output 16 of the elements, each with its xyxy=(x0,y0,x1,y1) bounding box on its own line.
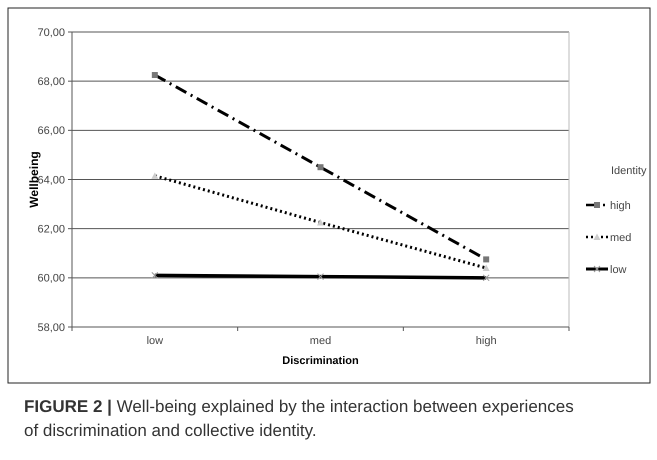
x-tick-label: low xyxy=(146,335,164,347)
legend-label: high xyxy=(610,200,631,212)
caption: FIGURE 2 | Well-being explained by the interaction between experiences of discrimination and collective identity. xyxy=(24,397,574,440)
x-tick-label: med xyxy=(310,335,332,347)
y-tick-label: 68,00 xyxy=(37,76,65,88)
legend-label: med xyxy=(610,232,632,244)
x-axis-title: Discrimination xyxy=(282,355,359,367)
x-tick-label: high xyxy=(476,335,497,347)
y-tick-label: 66,00 xyxy=(37,125,65,138)
y-tick-label: 64,00 xyxy=(37,174,65,186)
y-tick-label: 60,00 xyxy=(37,272,65,285)
y-tick-label: 70,00 xyxy=(37,26,65,39)
y-tick-label: 58,00 xyxy=(37,322,65,334)
legend-title: Identity xyxy=(611,165,647,177)
y-tick-label: 62,00 xyxy=(37,224,65,236)
legend-label: low xyxy=(610,264,627,276)
